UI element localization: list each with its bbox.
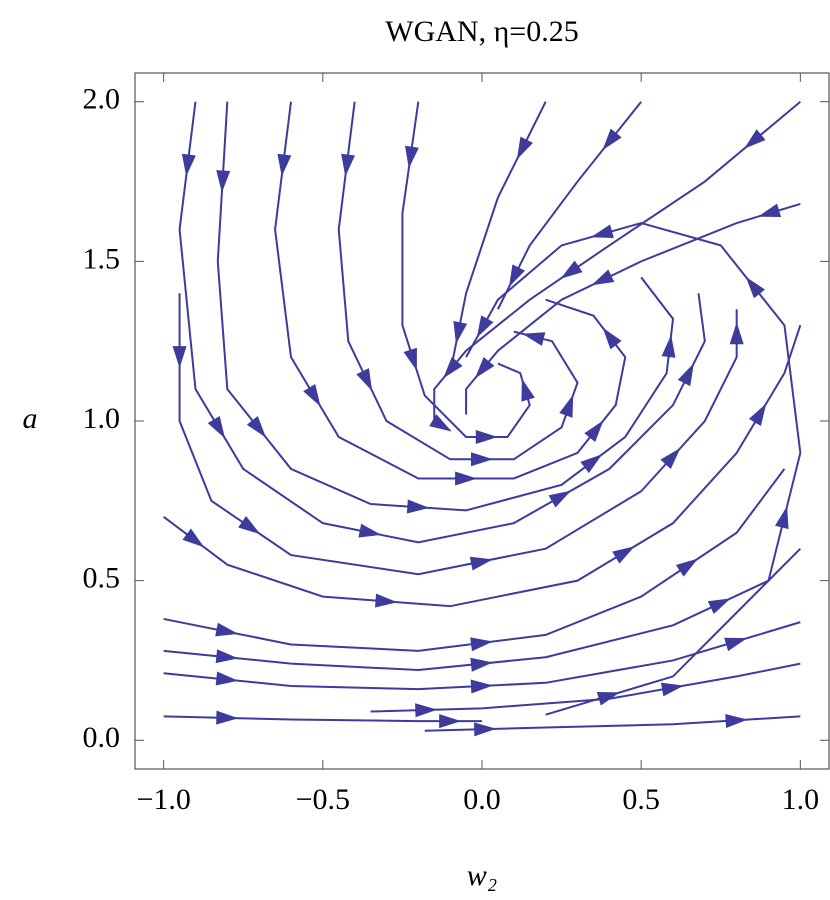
x-tick-label: −1.0	[136, 783, 190, 816]
arrowhead	[602, 128, 622, 151]
arrowhead	[724, 637, 748, 652]
y-tick-label: 2.0	[83, 83, 121, 116]
arrowhead	[469, 556, 493, 571]
arrowhead	[612, 546, 635, 564]
arrowhead	[548, 490, 572, 508]
arrowhead	[246, 416, 267, 438]
arrowhead	[748, 403, 767, 427]
arrowhead	[508, 264, 526, 288]
streamline	[465, 202, 801, 415]
arrowhead	[216, 710, 239, 725]
x-tick-label: 1.0	[782, 783, 820, 816]
arrowhead	[675, 558, 699, 577]
streamline	[163, 621, 801, 691]
arrowhead	[238, 515, 261, 535]
arrowhead	[470, 679, 493, 694]
arrowhead	[455, 471, 478, 486]
arrowhead	[403, 347, 417, 371]
arrowhead	[474, 722, 497, 737]
streamline	[163, 324, 802, 608]
streamline	[163, 715, 482, 723]
arrowhead	[660, 682, 684, 697]
arrowhead	[303, 384, 321, 407]
arrowhead	[474, 356, 495, 379]
y-tick-label: 1.0	[83, 402, 121, 435]
arrowhead	[580, 454, 603, 474]
chart-title: WGAN, η=0.25	[385, 15, 578, 48]
arrowhead	[406, 499, 430, 514]
arrowhead	[677, 363, 694, 387]
streamline	[337, 101, 579, 461]
arrowhead	[182, 528, 205, 548]
arrowhead	[356, 368, 373, 392]
arrowhead	[475, 429, 498, 444]
streamline	[497, 101, 642, 310]
arrowhead	[559, 394, 574, 418]
arrowhead	[375, 593, 398, 608]
y-tick-label: 0.0	[83, 721, 121, 754]
x-axis-label: w₂	[467, 859, 497, 892]
arrowhead	[207, 415, 226, 439]
arrowhead	[744, 129, 766, 149]
arrowhead	[470, 657, 493, 672]
x-tick-label: −0.5	[296, 783, 350, 816]
arrowhead	[774, 506, 789, 530]
arrowhead	[521, 378, 535, 402]
arrowhead	[745, 276, 765, 299]
arrowhead	[522, 332, 546, 346]
arrowhead	[591, 269, 615, 286]
streamline	[433, 100, 801, 432]
arrowhead	[439, 714, 462, 729]
arrowhead	[560, 260, 583, 279]
arrowhead	[471, 452, 493, 467]
streamline	[163, 468, 786, 652]
arrowhead	[415, 703, 438, 718]
arrowhead	[277, 153, 292, 177]
arrowhead	[590, 224, 614, 238]
y-tick-label: 0.5	[83, 562, 121, 595]
arrowhead	[729, 322, 744, 345]
arrowhead	[757, 203, 782, 218]
arrowhead	[660, 447, 681, 469]
arrowhead	[358, 523, 382, 538]
arrowhead	[584, 420, 604, 442]
arrowhead	[215, 671, 239, 686]
streamline	[178, 101, 706, 544]
arrowhead	[341, 153, 356, 177]
streamline	[465, 222, 802, 716]
arrowhead	[516, 136, 533, 160]
x-tick-label: 0.5	[622, 783, 660, 816]
arrowhead	[707, 598, 731, 614]
arrowhead	[602, 327, 622, 350]
arrowhead	[453, 321, 468, 344]
arrowhead	[215, 622, 239, 637]
arrowhead	[429, 414, 452, 432]
y-axis-label: a	[23, 402, 38, 435]
arrowhead	[404, 145, 419, 169]
arrowhead	[181, 153, 196, 177]
arrowhead	[443, 356, 463, 379]
arrowhead	[216, 170, 231, 193]
arrowhead	[476, 315, 494, 339]
arrowhead	[725, 714, 748, 728]
arrowhead	[172, 346, 187, 369]
streamline	[401, 101, 531, 438]
y-tick-label: 1.5	[83, 242, 121, 275]
arrowhead	[661, 335, 676, 358]
arrowhead	[215, 649, 239, 664]
arrowhead	[596, 692, 620, 706]
arrowhead	[470, 637, 493, 652]
x-tick-label: 0.0	[463, 783, 501, 816]
